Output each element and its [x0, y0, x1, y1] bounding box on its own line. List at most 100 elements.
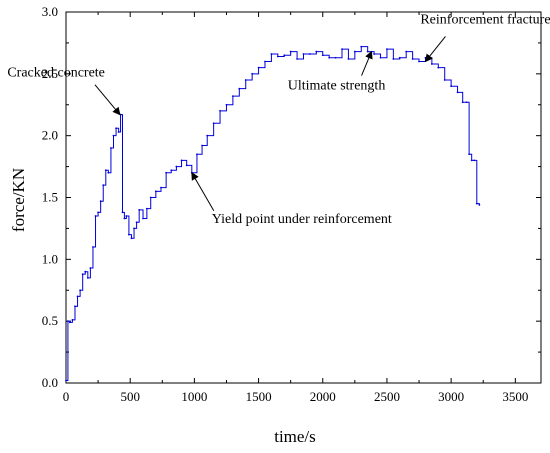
data-point	[212, 122, 215, 125]
x-axis-label: time/s	[274, 427, 316, 446]
data-point	[128, 233, 130, 236]
axes: 0 500 1000 1500 2000 2500 3000 3500 0.0 0.5 1.0 1.5…	[42, 4, 542, 404]
data-point	[130, 237, 133, 240]
annotation-arrow	[361, 50, 373, 76]
x-tick-label: 2500	[374, 389, 400, 404]
data-point	[386, 48, 388, 50]
data-point	[112, 134, 115, 137]
data-point	[341, 48, 343, 50]
data-point	[123, 217, 126, 220]
annotation-arrow	[191, 171, 215, 212]
x-tick-label: 1000	[181, 389, 207, 404]
data-point	[89, 267, 92, 269]
data-point	[257, 66, 260, 69]
data-point	[145, 207, 148, 210]
x-tick-label: 2000	[310, 389, 336, 404]
data-point	[94, 215, 97, 217]
data-point	[92, 246, 94, 248]
data-point	[418, 60, 420, 63]
data-point	[180, 159, 183, 162]
data-point	[201, 144, 203, 147]
annotation-arrow	[424, 36, 446, 63]
data-point	[270, 53, 273, 55]
x-tick-label: 500	[120, 389, 140, 404]
data-point	[309, 53, 311, 55]
data-point	[154, 190, 157, 193]
data-point	[302, 53, 305, 55]
data-point	[185, 164, 188, 167]
data-point	[475, 202, 478, 205]
data-point	[450, 85, 453, 88]
data-point	[251, 72, 254, 75]
data-point	[165, 171, 168, 174]
data-point	[353, 50, 356, 53]
data-point	[379, 56, 382, 59]
data-point	[71, 319, 74, 321]
data-point	[296, 58, 298, 60]
data-point	[283, 54, 286, 57]
data-point	[133, 227, 135, 230]
data-point	[443, 79, 446, 81]
data-point	[468, 153, 471, 156]
x-tick-label: 3000	[438, 389, 464, 404]
data-point	[244, 79, 247, 81]
data-point	[264, 60, 266, 63]
data-point	[138, 208, 141, 211]
data-point	[76, 295, 79, 298]
y-tick-label: 3.0	[42, 4, 58, 19]
data-point	[102, 184, 105, 187]
data-point	[437, 66, 440, 69]
data-point	[68, 321, 71, 324]
plot-frame	[65, 11, 542, 384]
y-tick-label: 0.0	[42, 375, 58, 390]
data-point	[465, 101, 468, 104]
data-point	[125, 215, 128, 217]
x-tick-label: 1500	[246, 389, 272, 404]
annotation-label: Ultimate strength	[288, 79, 386, 94]
data-point	[67, 320, 69, 323]
data-point	[81, 273, 84, 276]
data-point	[473, 159, 476, 162]
annotations-layer: Cracked concrete Yield point under reinfo…	[7, 12, 550, 226]
y-tick-label: 1.5	[42, 190, 58, 205]
data-point	[276, 55, 279, 58]
annotation-label: Cracked concrete	[7, 66, 105, 81]
data-point	[104, 169, 107, 172]
data-point	[456, 91, 459, 94]
data-point	[430, 63, 433, 65]
data-point	[175, 165, 178, 168]
data-point	[107, 171, 110, 174]
y-tick-label: 1.0	[42, 251, 58, 266]
data-point	[461, 101, 464, 104]
x-tick-label: 0	[63, 389, 70, 404]
data-point	[79, 289, 82, 292]
data-point	[160, 186, 162, 189]
y-tick-label: 2.0	[42, 128, 58, 143]
data-point	[97, 211, 99, 214]
data-point	[470, 159, 473, 162]
data-point	[65, 379, 67, 382]
data-point	[373, 53, 376, 55]
data-point	[321, 54, 324, 57]
y-tick-label: 2.5	[42, 66, 58, 81]
data-point	[196, 153, 198, 156]
data-point	[110, 147, 112, 149]
annotation-arrow	[94, 84, 121, 116]
x-tick-label: 3500	[502, 389, 528, 404]
data-point	[142, 217, 144, 220]
data-point	[334, 56, 337, 59]
data-point	[115, 127, 117, 130]
data-point	[328, 56, 331, 59]
data-point	[135, 221, 138, 224]
data-point	[289, 50, 292, 53]
annotation-label: Yield point under reinforcement	[212, 212, 392, 227]
data-point	[231, 95, 234, 97]
data-point	[225, 103, 228, 106]
data-point	[424, 56, 427, 59]
data-point	[170, 169, 173, 172]
data-point	[99, 200, 102, 203]
y-tick-label: 0.5	[42, 313, 58, 328]
data-point	[398, 56, 401, 59]
annotation-label: Reinforcement fracture	[420, 12, 550, 27]
